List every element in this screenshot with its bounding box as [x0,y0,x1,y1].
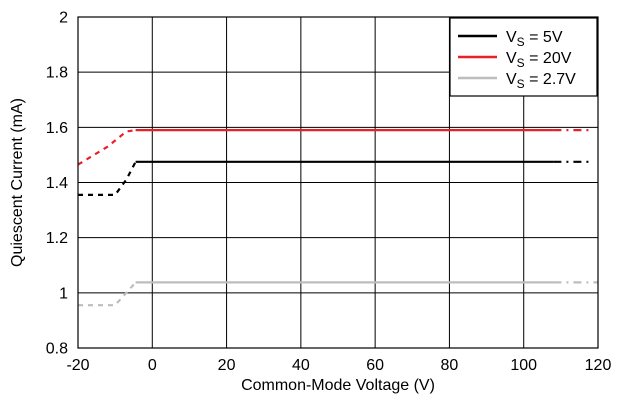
series-0-dashed-start [78,161,137,196]
legend-entry-label: VS = 2.7V [506,71,576,91]
plot-frame [77,16,599,349]
y-tick-labels: 0.8 1 1.2 1.4 1.6 1.8 2 [46,10,68,358]
series-2-dashed-start [78,281,137,307]
x-tick-label: 20 [218,357,236,374]
x-tick-label: -20 [66,357,89,374]
x-tick-label: 60 [366,357,384,374]
x-axis-label: Common-Mode Voltage (V) [241,377,435,394]
y-tick-label: 1.2 [46,230,68,247]
x-tick-label: 120 [585,357,612,374]
y-axis-label: Quiescent Current (mA) [9,98,26,267]
legend-entry-label: VS = 20V [506,50,572,70]
x-tick-labels: -20 0 20 40 60 80 100 120 [66,357,611,374]
y-tick-label: 2 [59,10,68,27]
x-tick-label: 80 [441,357,459,374]
y-tick-label: 1.4 [46,175,68,192]
y-tick-label: 1.8 [46,65,68,82]
x-tick-label: 0 [148,357,157,374]
x-tick-label: 40 [292,357,310,374]
x-tick-label: 100 [510,357,537,374]
y-tick-label: 1.6 [46,120,68,137]
series-lines [77,129,598,307]
legend-entry-label: VS = 5V [506,29,563,49]
series-1-dashed-start [77,129,136,166]
y-tick-label: 1 [59,285,68,302]
y-tick-label: 0.8 [46,341,68,358]
